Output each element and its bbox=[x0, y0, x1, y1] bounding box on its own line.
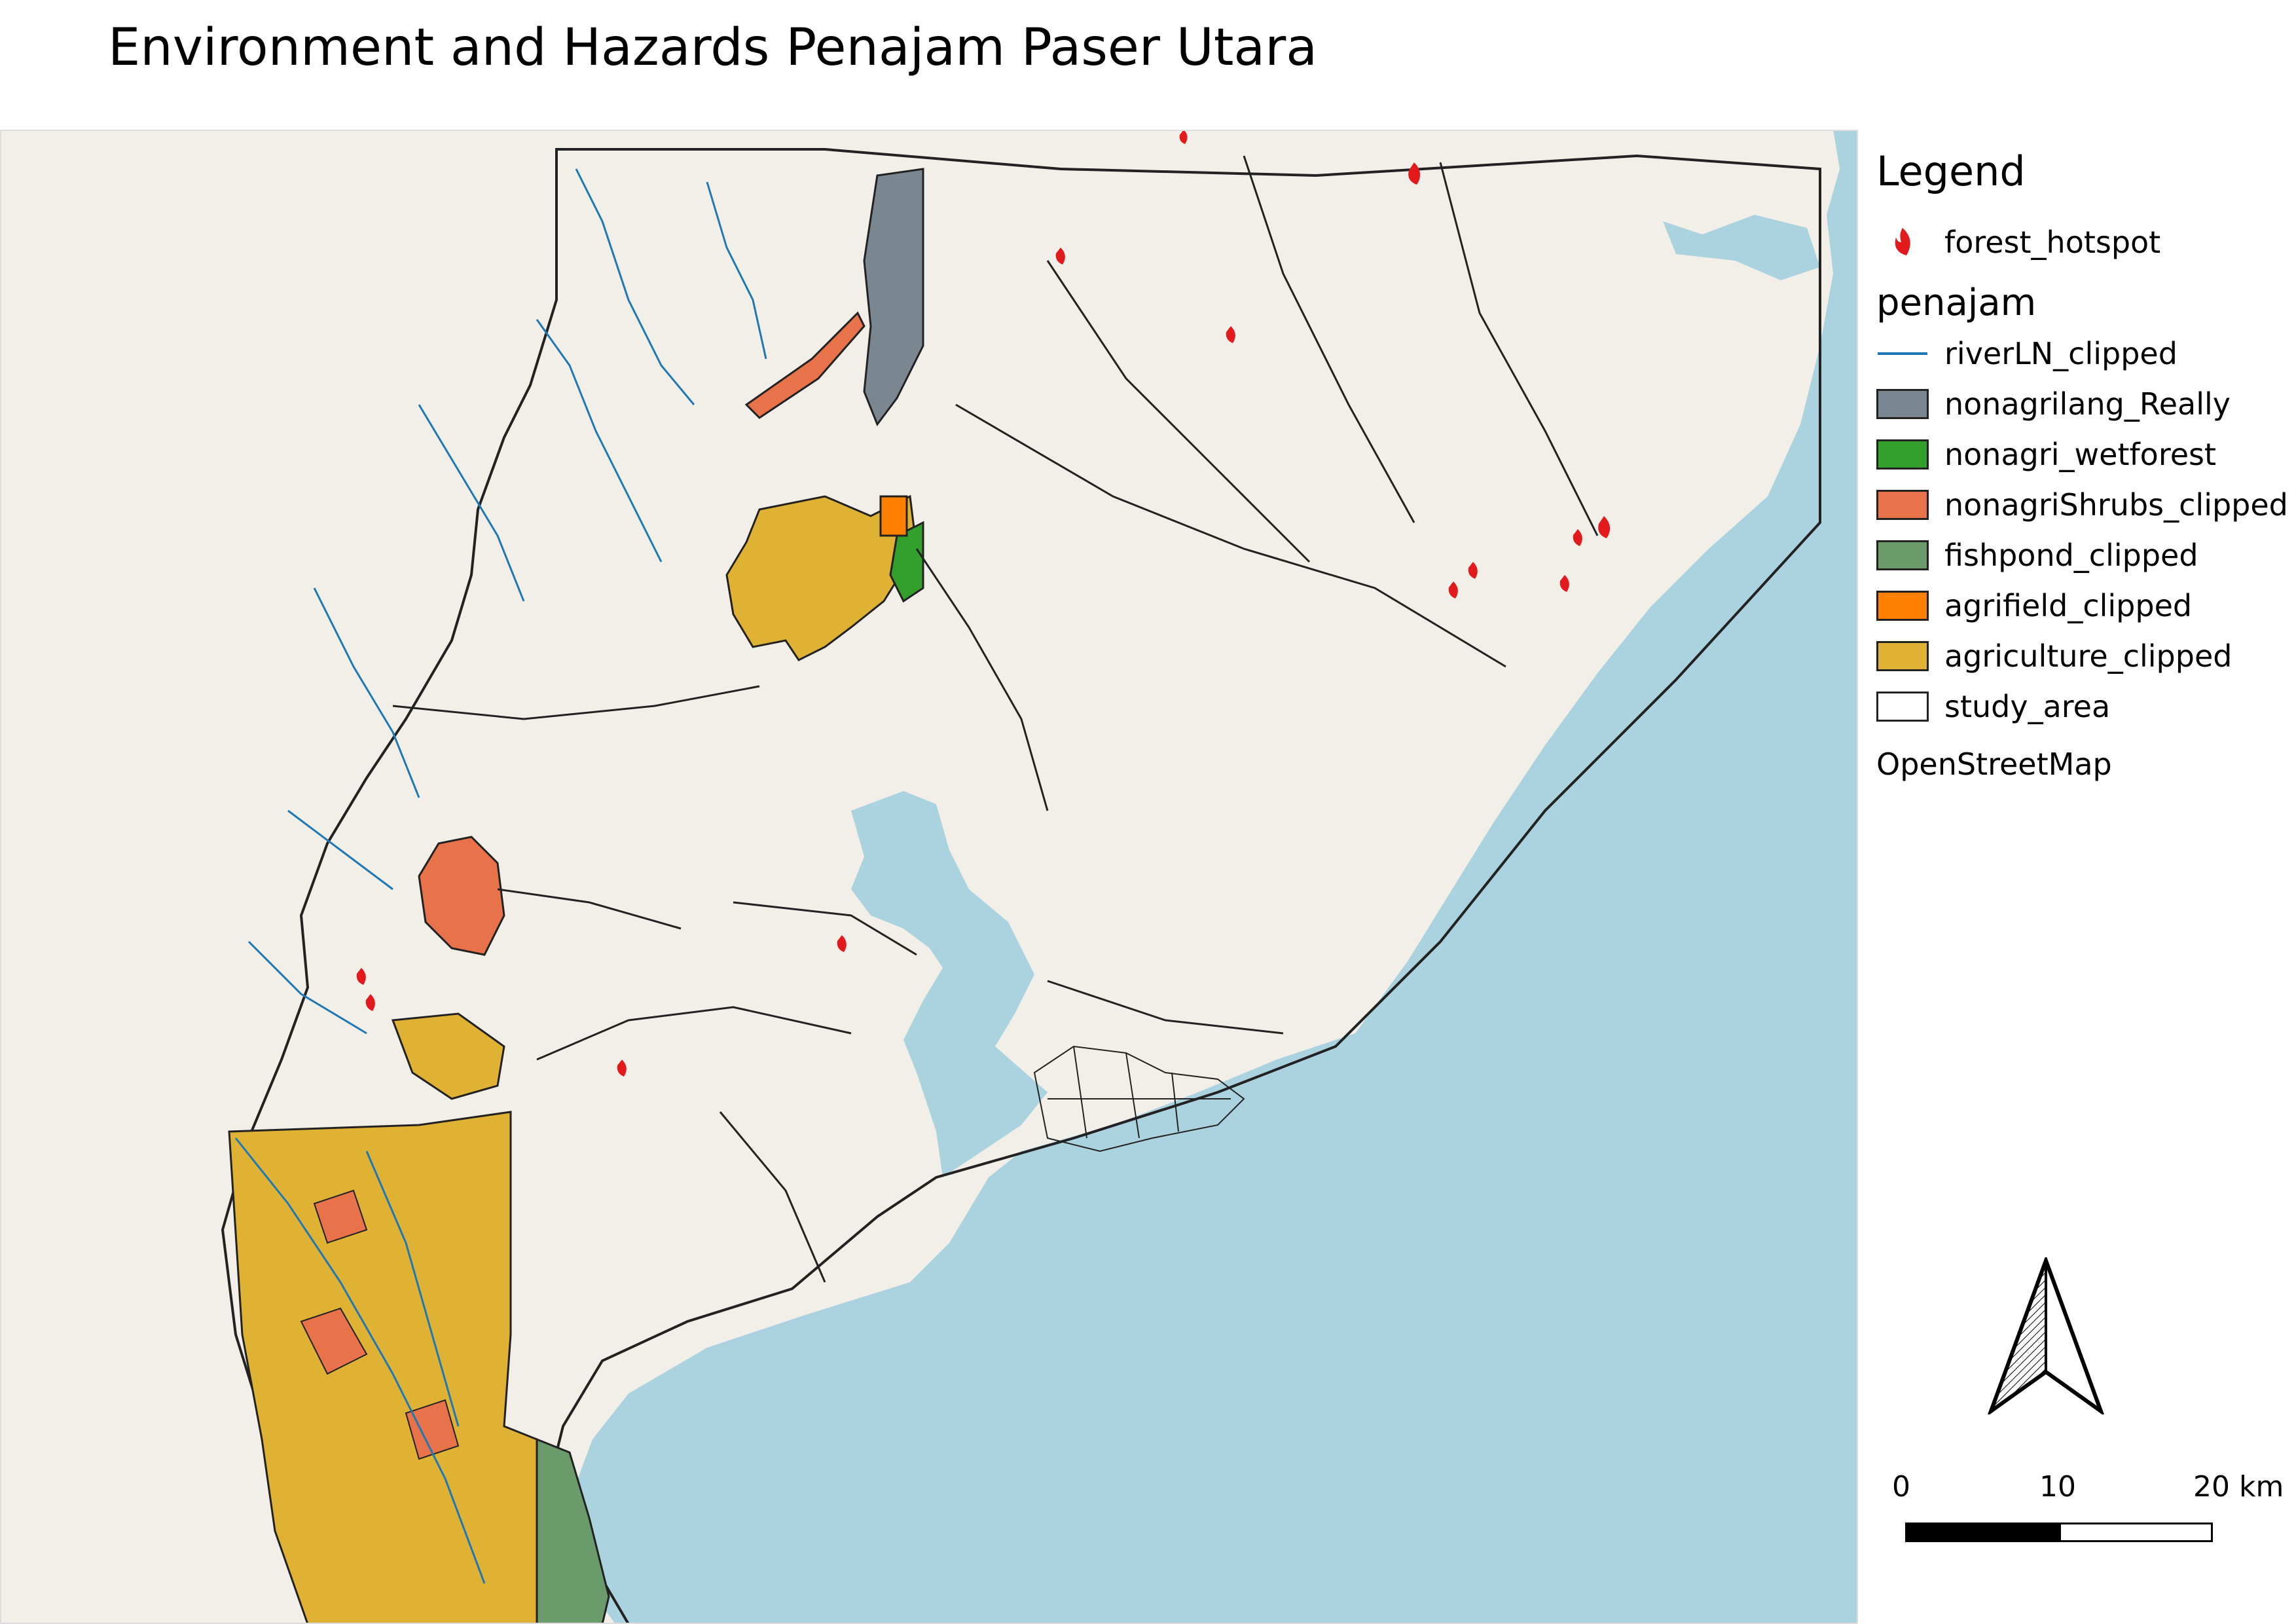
legend-label: nonagrilang_Really bbox=[1944, 386, 2231, 422]
admin-boundaries bbox=[392, 155, 1599, 1283]
flame-icon bbox=[1559, 575, 1569, 592]
legend-group-name: penajam bbox=[1876, 282, 2037, 324]
flame-icon bbox=[1055, 248, 1065, 265]
legend-row-river: riverLN_clipped bbox=[1876, 334, 2178, 373]
nonagri-wetforest bbox=[889, 521, 924, 603]
flame-icon bbox=[1448, 581, 1458, 599]
flame-icon bbox=[365, 994, 375, 1011]
flame-icon bbox=[1179, 130, 1188, 144]
legend-label: study_area bbox=[1944, 689, 2111, 724]
legend-row-fishpond: fishpond_clipped bbox=[1876, 536, 2198, 575]
map-title: Environment and Hazards Penajam Paser Ut… bbox=[108, 18, 1318, 77]
scale-label-0: 0 bbox=[1892, 1470, 1910, 1504]
legend-label: forest_hotspot bbox=[1944, 225, 2161, 260]
legend-row-forest-hotspot: forest_hotspot bbox=[1876, 223, 2160, 262]
flame-icon bbox=[1895, 228, 1910, 255]
flame-icon bbox=[1598, 516, 1611, 538]
legend-label: agriculture_clipped bbox=[1944, 638, 2232, 674]
color-swatch bbox=[1876, 591, 1929, 621]
map-canvas[interactable] bbox=[0, 130, 1858, 1624]
color-swatch bbox=[1876, 389, 1929, 419]
scale-label-20: 20 km bbox=[2193, 1470, 2284, 1504]
flame-icon bbox=[1408, 162, 1421, 185]
legend-row-nonagrilang: nonagrilang_Really bbox=[1876, 384, 2231, 424]
line-swatch bbox=[1876, 339, 1929, 369]
legend-row-wetforest: nonagri_wetforest bbox=[1876, 435, 2216, 474]
legend-row-study-area: study_area bbox=[1876, 687, 2110, 726]
legend-heading: Legend bbox=[1876, 147, 2026, 195]
map-frame bbox=[0, 130, 1858, 1624]
color-swatch bbox=[1876, 641, 1929, 671]
flame-icon bbox=[356, 968, 366, 985]
color-swatch bbox=[1876, 540, 1929, 570]
shrub-strip bbox=[744, 311, 866, 419]
fishpond bbox=[536, 1437, 610, 1624]
legend-label: agrifield_clipped bbox=[1944, 588, 2193, 623]
flame-icon bbox=[1573, 529, 1582, 546]
flame-icon bbox=[617, 1060, 627, 1077]
sea-area bbox=[563, 130, 1858, 1624]
legend-label: riverLN_clipped bbox=[1944, 336, 2178, 371]
color-swatch bbox=[1876, 439, 1929, 470]
agriculture-west-mid bbox=[391, 1012, 505, 1100]
nonagri-grey-north bbox=[863, 168, 924, 427]
legend-row-shrubs: nonagriShrubs_clipped bbox=[1876, 485, 2288, 525]
color-swatch bbox=[1876, 692, 1929, 722]
color-swatch bbox=[1876, 490, 1929, 520]
legend-label: fishpond_clipped bbox=[1944, 538, 2198, 573]
shrub-west bbox=[418, 836, 505, 956]
urban-cluster bbox=[1033, 1045, 1245, 1153]
legend-basemap: OpenStreetMap bbox=[1876, 747, 2112, 782]
scale-label-10: 10 bbox=[2039, 1470, 2076, 1504]
shrub-southwest-3 bbox=[405, 1399, 460, 1460]
forest-hotspots bbox=[356, 130, 1611, 1077]
flame-icon bbox=[837, 935, 847, 952]
legend-label: nonagri_wetforest bbox=[1944, 437, 2217, 472]
shrub-southwest-2 bbox=[300, 1307, 368, 1375]
flame-icon bbox=[1226, 326, 1235, 343]
north-arrow-icon bbox=[1987, 1257, 2105, 1414]
agrifield-patch bbox=[879, 495, 908, 537]
river-mouth bbox=[1663, 215, 1820, 280]
legend: Legend forest_hotspot penajam riverLN_cl… bbox=[1871, 147, 2290, 802]
flame-icon bbox=[1468, 562, 1478, 579]
bay-estuary bbox=[851, 791, 1048, 1177]
rivers bbox=[234, 168, 767, 1584]
scale-bar: 0 10 20 km bbox=[1892, 1470, 2285, 1562]
legend-label: nonagriShrubs_clipped bbox=[1944, 487, 2288, 523]
shrub-southwest-1 bbox=[313, 1189, 368, 1244]
legend-row-agrifield: agrifield_clipped bbox=[1876, 586, 2192, 625]
legend-row-agriculture: agriculture_clipped bbox=[1876, 637, 2232, 676]
scale-segment-black bbox=[1905, 1522, 2059, 1542]
scale-segment-white bbox=[2059, 1522, 2213, 1542]
